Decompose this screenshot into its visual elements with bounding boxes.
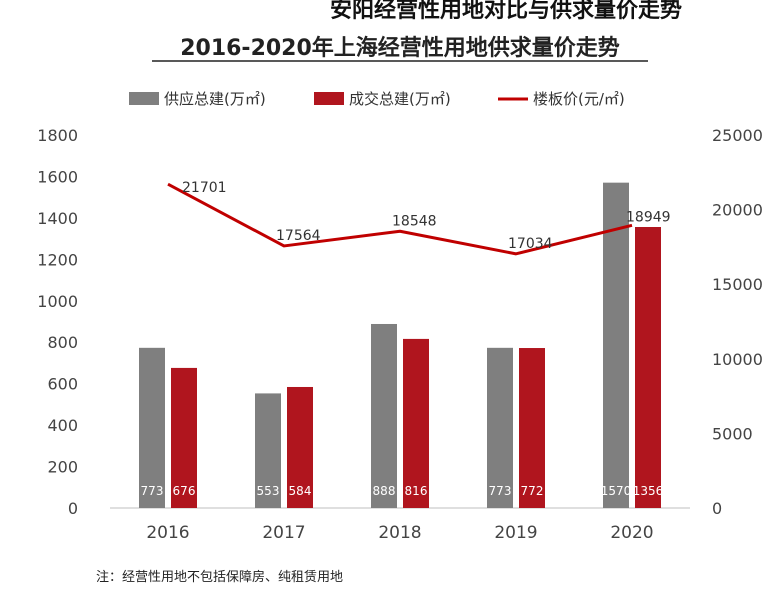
bars: 773 676 553 584 888 816 773 772 1570 1356 [139, 182, 664, 509]
y-right-tick-5000: 5000 [712, 424, 753, 443]
legend-label-deal: 成交总建(万㎡) [349, 90, 451, 108]
x-tick-2016: 2016 [146, 523, 189, 543]
y-right-tick-0: 0 [712, 499, 722, 518]
bar-label-deal-2020: 1356 [633, 484, 664, 498]
y-left-tick-200: 200 [47, 458, 78, 477]
price-line: 21701 17564 18548 17034 18949 [167, 180, 671, 256]
bar-label-supply-2019: 773 [489, 484, 512, 498]
y-left-tick-1600: 1600 [37, 167, 78, 186]
legend-label-supply: 供应总建(万㎡) [164, 90, 266, 108]
footnote: 注：经营性用地不包括保障房、纯租赁用地 [96, 570, 344, 585]
y-left-tick-0: 0 [68, 499, 78, 518]
y-left-tick-400: 400 [47, 416, 78, 435]
bar-supply-2019 [487, 347, 513, 508]
bar-deal-2019 [519, 348, 545, 508]
y-left-tick-600: 600 [47, 375, 78, 394]
bar-supply-2016 [139, 347, 165, 508]
y-right-tick-10000: 10000 [712, 350, 763, 369]
x-tick-2019: 2019 [494, 523, 537, 543]
price-line-path [167, 182, 633, 256]
bar-label-deal-2018: 816 [405, 484, 428, 498]
x-axis-labels: 2016 2017 2018 2019 2020 [146, 523, 653, 543]
price-label-2016: 21701 [182, 180, 227, 196]
bar-label-supply-2016: 773 [141, 484, 164, 498]
y-axis-left: 0 200 400 600 800 1000 1200 1400 1600 1800 [37, 126, 78, 518]
bar-supply-2020 [603, 182, 629, 508]
price-label-2019: 17034 [508, 236, 553, 252]
bar-label-deal-2016: 676 [173, 484, 196, 498]
y-right-tick-15000: 15000 [712, 275, 763, 294]
bar-label-supply-2020: 1570 [601, 484, 632, 498]
chart-title: 2016-2020年上海经营性用地供求量价走势 [180, 35, 620, 61]
y-left-tick-800: 800 [47, 333, 78, 352]
price-label-2017: 17564 [276, 228, 321, 244]
clipped-top-text: 安阳经营性用地对比与供求量价走势 [330, 0, 683, 23]
y-right-tick-25000: 25000 [712, 126, 763, 145]
bar-deal-2016 [171, 367, 197, 508]
legend-swatch-deal [314, 92, 344, 105]
bar-label-deal-2017: 584 [289, 484, 312, 498]
bar-supply-2017 [255, 393, 281, 508]
bar-label-supply-2017: 553 [257, 484, 280, 498]
bar-label-deal-2019: 772 [521, 484, 544, 498]
y-left-tick-1000: 1000 [37, 292, 78, 311]
bar-supply-2018 [371, 323, 397, 508]
legend-swatch-supply [129, 92, 159, 105]
x-tick-2018: 2018 [378, 523, 421, 543]
bar-deal-2020 [635, 227, 661, 509]
chart: 2016-2020年上海经营性用地供求量价走势 供应总建(万㎡) 成交总建(万㎡… [37, 35, 763, 543]
bar-label-supply-2018: 888 [373, 484, 396, 498]
legend-label-price: 楼板价(元/㎡) [533, 90, 625, 108]
y-right-tick-20000: 20000 [712, 201, 763, 220]
y-left-tick-1800: 1800 [37, 126, 78, 145]
y-left-tick-1400: 1400 [37, 209, 78, 228]
y-axis-right: 0 5000 10000 15000 20000 25000 [712, 126, 763, 518]
x-tick-2020: 2020 [610, 523, 653, 543]
legend: 供应总建(万㎡) 成交总建(万㎡) 楼板价(元/㎡) [129, 90, 625, 108]
bar-deal-2018 [403, 338, 429, 508]
bar-deal-2017 [287, 386, 313, 508]
x-tick-2017: 2017 [262, 523, 305, 543]
price-label-2020: 18949 [626, 209, 671, 225]
y-left-tick-1200: 1200 [37, 250, 78, 269]
price-label-2018: 18548 [392, 213, 437, 229]
